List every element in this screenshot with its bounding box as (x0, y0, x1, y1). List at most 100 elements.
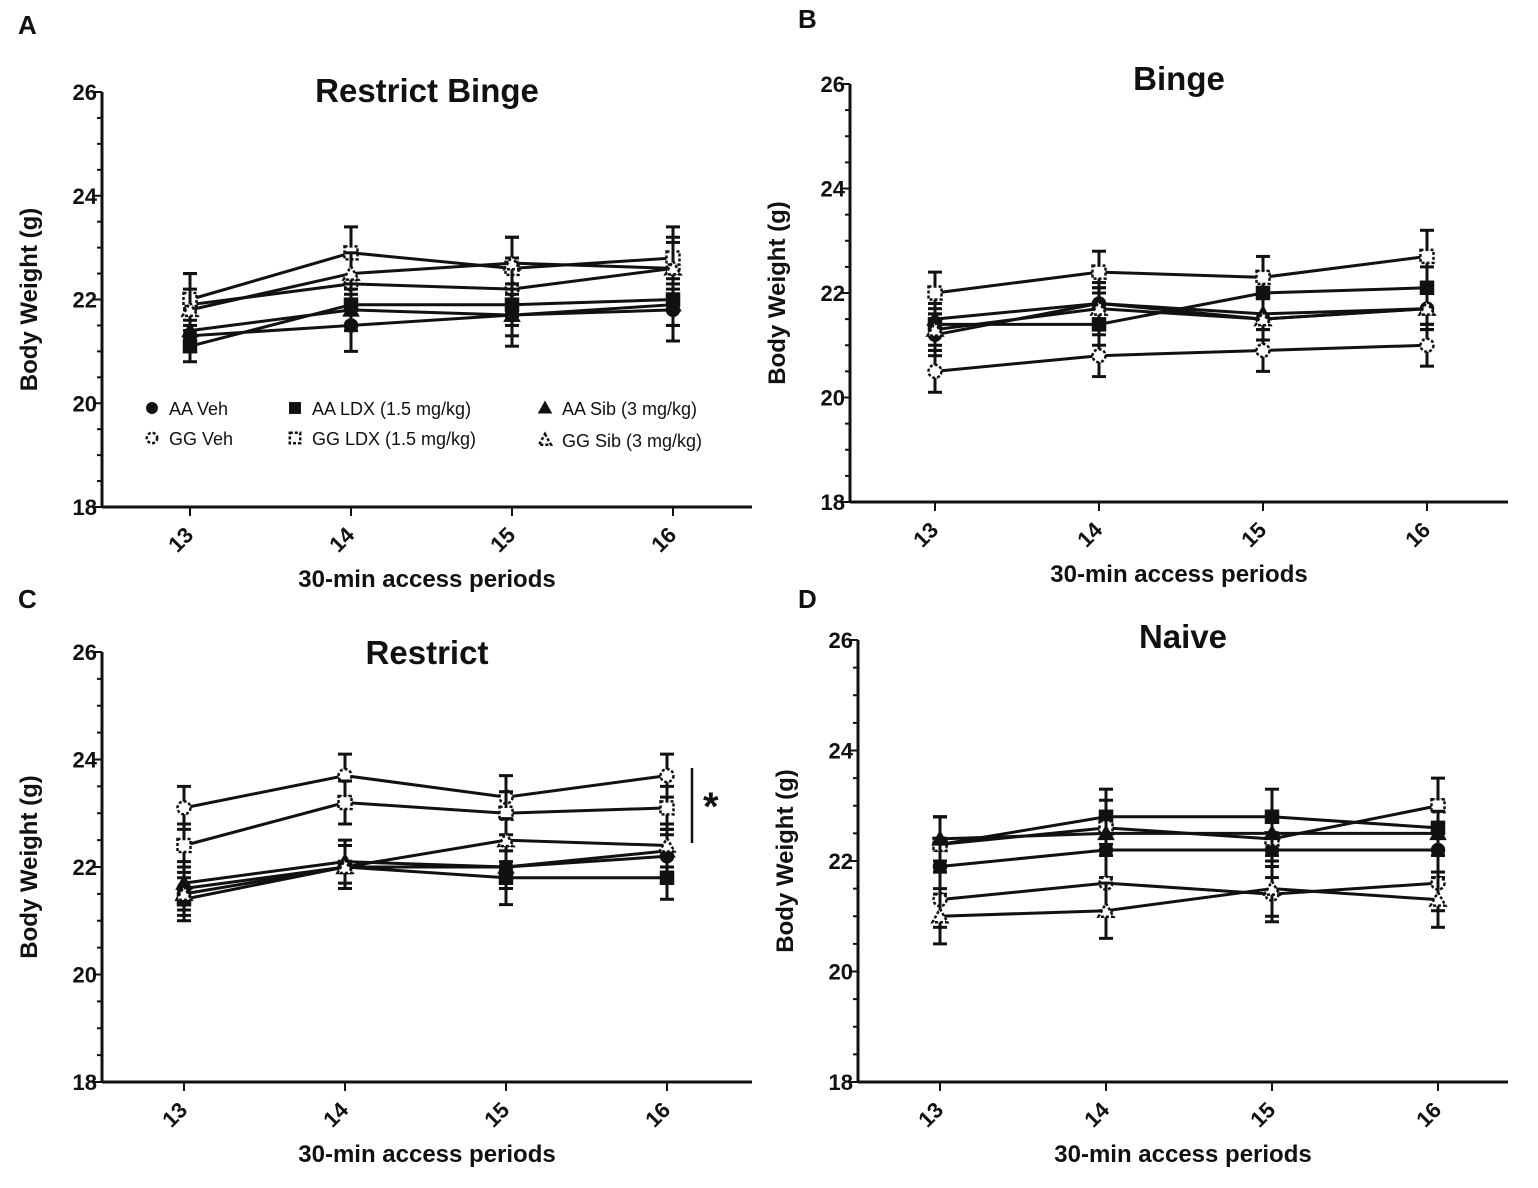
series-gg-sib-3-mg-kg (180, 235, 683, 333)
data-point (496, 830, 516, 848)
legend-label: AA Veh (169, 399, 228, 419)
series-line (189, 298, 674, 348)
series-line (183, 854, 668, 890)
x-tick-label: 15 (485, 522, 520, 557)
data-point (1091, 264, 1107, 280)
y-tick-label: 18 (829, 1070, 853, 1095)
panel-a: A Restrict Binge 18 20 22 24 26 13 14 15 16 30-min … (16, 10, 752, 593)
data-point (1419, 248, 1435, 265)
data-point (335, 856, 355, 875)
series-line (189, 261, 674, 312)
data-point (337, 794, 353, 811)
data-point (1428, 889, 1448, 907)
data-point (1262, 878, 1282, 896)
x-tick-label: 13 (908, 517, 943, 552)
y-axis-label: Body Weight (g) (764, 201, 791, 385)
legend: AA Veh GG Veh AA LDX (1.5 mg/kg) GG LDX (1.… (145, 399, 702, 451)
y-tick-label: 20 (821, 386, 845, 411)
series-line (189, 251, 674, 301)
series-line (939, 887, 1439, 918)
x-tick-label: 16 (640, 1097, 675, 1132)
chart-title: Restrict (366, 634, 489, 671)
data-point (1255, 342, 1271, 359)
y-tick-label: 26 (821, 72, 845, 97)
series-line (183, 865, 667, 901)
y-tick-label: 20 (73, 963, 97, 988)
series-gg-sib-3-mg-kg (174, 817, 677, 917)
series-line (189, 266, 674, 307)
data-point (930, 906, 950, 924)
y-tick-label: 24 (821, 177, 846, 202)
y-axis-label: Body Weight (g) (772, 769, 799, 953)
data-point (1089, 298, 1109, 316)
data-point (1417, 298, 1437, 316)
legend-label: AA LDX (1.5 mg/kg) (312, 399, 471, 419)
y-axis-label: Body Weight (g) (16, 208, 43, 392)
x-tick-label: 15 (1236, 517, 1271, 552)
data-point (925, 319, 945, 337)
data-point (659, 767, 675, 784)
series-gg-veh (176, 752, 675, 831)
series-gg-sib-3-mg-kg (925, 286, 1437, 352)
x-tick-label: 13 (157, 1097, 192, 1132)
series-aa-veh (927, 281, 1435, 358)
data-point (503, 306, 521, 322)
series-aa-veh (182, 277, 681, 353)
series-line (939, 804, 1439, 846)
x-tick-label: 16 (1411, 1097, 1446, 1132)
data-point (663, 258, 683, 276)
legend-label: GG Sib (3 mg/kg) (562, 431, 702, 451)
data-point (341, 263, 361, 281)
y-tick-label: 18 (73, 495, 97, 520)
data-point (664, 295, 682, 312)
panel-c: C Restrict 18 20 22 24 26 13 14 15 16 30-min access… (16, 584, 752, 1168)
significance-star: * (703, 785, 719, 829)
series-line (183, 838, 668, 896)
data-point (927, 363, 943, 380)
data-point (176, 800, 192, 816)
series-gg-veh (927, 322, 1435, 394)
data-point (1255, 269, 1271, 286)
x-tick-label: 14 (318, 1097, 354, 1133)
series-line (939, 881, 1439, 902)
data-point (659, 800, 675, 816)
x-tick-label: 14 (1079, 1097, 1115, 1133)
data-point (1263, 824, 1281, 841)
series-line (189, 308, 674, 338)
y-tick-label: 22 (73, 288, 97, 313)
data-point (174, 883, 194, 902)
legend-marker (536, 431, 554, 447)
x-tick-label: 13 (163, 522, 198, 557)
y-tick-label: 24 (73, 748, 98, 773)
y-tick-label: 18 (73, 1070, 97, 1095)
chart-title: Binge (1133, 60, 1225, 97)
series-line (939, 831, 1438, 841)
y-axis-label: Body Weight (g) (16, 775, 43, 959)
y-tick-label: 24 (73, 184, 98, 209)
legend-marker (288, 431, 302, 445)
panel-letter: D (798, 584, 817, 614)
data-point (1097, 824, 1115, 841)
legend-marker (146, 402, 158, 414)
legend-label: AA Sib (3 mg/kg) (562, 399, 697, 419)
series-line (934, 254, 1428, 295)
series-line (183, 774, 668, 810)
data-point (1419, 337, 1435, 353)
data-point (931, 829, 949, 846)
data-point (1253, 309, 1273, 327)
x-tick-label: 15 (479, 1097, 514, 1132)
legend-marker (145, 431, 159, 445)
data-point (1096, 900, 1116, 918)
data-point (1429, 824, 1447, 841)
panel-d: D Naive 18 20 22 24 26 13 14 15 16 30-min access pe… (772, 584, 1508, 1168)
y-tick-label: 18 (821, 490, 845, 515)
series-line (934, 343, 1428, 373)
x-axis-label: 30-min access periods (1050, 561, 1307, 588)
data-point (180, 299, 200, 318)
series-gg-sib-3-mg-kg (930, 859, 1448, 946)
y-tick-label: 26 (73, 640, 97, 665)
chart-title: Naive (1139, 618, 1227, 655)
series-line (939, 848, 1438, 869)
x-axis-label: 30-min access periods (1054, 1141, 1311, 1168)
